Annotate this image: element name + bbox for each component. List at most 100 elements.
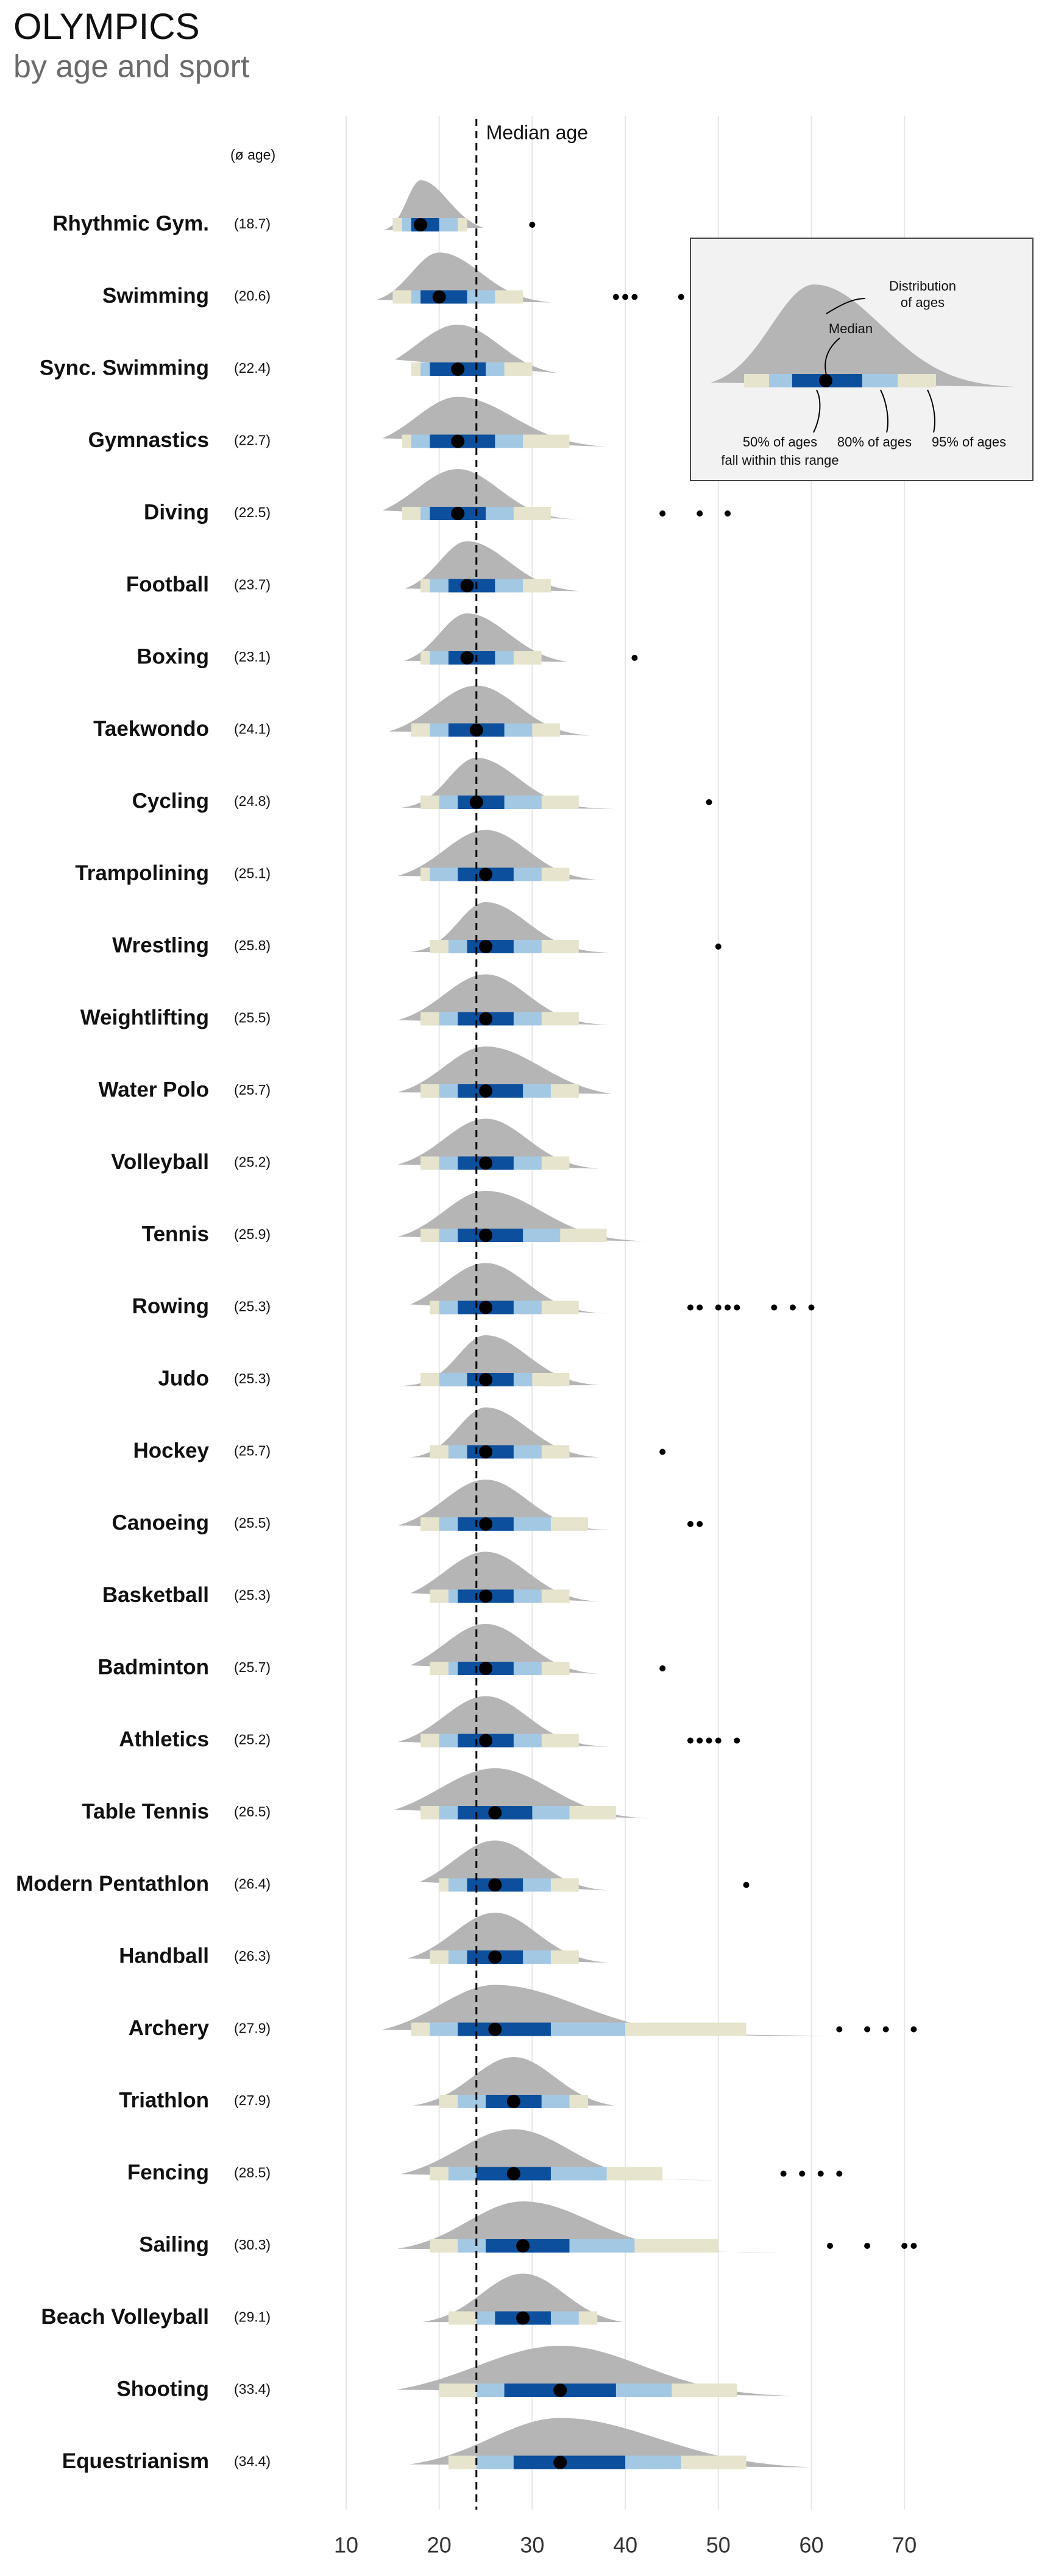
- median-dot: [479, 1445, 493, 1459]
- density: [404, 541, 580, 591]
- density: [382, 397, 609, 447]
- legend-label: Distribution: [889, 278, 956, 294]
- mean-label: (18.7): [234, 216, 271, 231]
- mean-label: (25.3): [234, 1587, 271, 1603]
- legend-pointer: [880, 389, 888, 433]
- rows: Rhythmic Gym. (18.7) Swimming (20.6) Sync. S…: [16, 119, 917, 2510]
- sport-label: Football: [126, 573, 209, 596]
- outlier: [715, 1304, 722, 1311]
- median-dot: [460, 651, 474, 665]
- outlier: [789, 1304, 796, 1311]
- mean-label: (26.3): [234, 1948, 271, 1964]
- sport-label: Fencing: [127, 2161, 209, 2184]
- sport-label: Boxing: [136, 644, 209, 668]
- density: [376, 252, 553, 303]
- outlier: [836, 2170, 843, 2177]
- sport-label: Swimming: [102, 284, 209, 308]
- median-dot: [479, 1373, 493, 1386]
- sport-label: Gymnastics: [88, 428, 209, 452]
- density: [413, 2057, 614, 2106]
- legend-label: 80% of ages: [837, 434, 912, 450]
- outlier: [697, 1737, 703, 1744]
- median-dot: [451, 507, 465, 520]
- sport-label: Rhythmic Gym.: [52, 211, 209, 235]
- sport-label: Rowing: [132, 1294, 209, 1318]
- outlier: [659, 1665, 666, 1671]
- x-tick-label: 40: [613, 2533, 637, 2558]
- outlier: [743, 1882, 750, 1888]
- legend-median-dot: [819, 374, 832, 387]
- sport-label: Weightlifting: [80, 1006, 209, 1029]
- density: [422, 2273, 623, 2323]
- outlier: [631, 294, 638, 300]
- legend-label: fall within this range: [721, 453, 838, 468]
- density: [397, 1118, 599, 1169]
- legend-label: 50% of ages: [743, 434, 817, 450]
- p50-range: [458, 2022, 551, 2036]
- legend-label: of ages: [901, 295, 945, 310]
- sport-label: Athletics: [119, 1727, 209, 1751]
- mean-label: (25.9): [234, 1226, 271, 1242]
- mean-label: (25.7): [234, 1659, 271, 1675]
- outlier: [725, 1304, 731, 1311]
- median-dot: [460, 579, 474, 593]
- sport-label: Sync. Swimming: [40, 356, 209, 379]
- x-tick-label: 60: [799, 2533, 823, 2558]
- mean-label: (23.1): [234, 649, 271, 665]
- chart-title: OLYMPICS: [13, 6, 200, 47]
- density: [388, 685, 590, 736]
- sport-label: Cycling: [132, 789, 209, 813]
- mean-label: (25.5): [234, 1010, 271, 1026]
- mean-label: (33.4): [234, 2381, 271, 2397]
- outlier: [659, 1449, 666, 1455]
- median-dot: [479, 940, 493, 953]
- sport-label: Basketball: [102, 1583, 209, 1607]
- outlier: [612, 294, 619, 300]
- median-dot: [479, 1517, 493, 1531]
- density: [410, 1624, 599, 1674]
- median-dot: [479, 1300, 493, 1314]
- outlier: [715, 944, 722, 950]
- density: [410, 1551, 599, 1602]
- mean-label: (27.9): [234, 2020, 271, 2036]
- outlier: [687, 1737, 693, 1744]
- outlier: [725, 510, 731, 517]
- mean-label: (25.1): [234, 866, 271, 881]
- mean-label: (25.8): [234, 937, 271, 953]
- outlier: [678, 294, 684, 300]
- x-tick-label: 70: [892, 2533, 916, 2558]
- sport-label: Canoeing: [112, 1511, 209, 1534]
- density: [383, 180, 484, 230]
- legend-density: [711, 284, 1016, 387]
- sport-label: Shooting: [116, 2377, 209, 2401]
- mean-label: (23.7): [234, 577, 271, 593]
- median-dot: [479, 1229, 493, 1242]
- outlier: [631, 655, 638, 661]
- median-dot: [479, 1589, 493, 1603]
- outlier: [864, 2243, 871, 2249]
- median-dot: [553, 2455, 567, 2469]
- chart-subtitle: by age and sport: [13, 49, 250, 85]
- sport-label: Equestrianism: [62, 2449, 209, 2473]
- x-tick-label: 50: [706, 2533, 731, 2558]
- median-dot: [414, 218, 428, 231]
- outlier: [697, 1521, 703, 1527]
- sport-label: Taekwondo: [93, 717, 209, 741]
- mean-label: (25.2): [234, 1732, 271, 1748]
- median-dot: [451, 362, 465, 376]
- median-dot: [479, 1084, 493, 1098]
- density: [397, 1046, 612, 1094]
- median-dot: [506, 2167, 520, 2181]
- mean-label: (25.7): [234, 1443, 271, 1459]
- outlier: [706, 799, 712, 805]
- sport-label: Diving: [144, 500, 209, 524]
- median-dot: [432, 290, 446, 304]
- mean-label: (22.4): [234, 360, 271, 376]
- outlier: [817, 2170, 824, 2177]
- outlier: [697, 1304, 703, 1311]
- median-dot: [451, 434, 465, 448]
- sport-label: Sailing: [139, 2232, 209, 2256]
- mean-label: (25.7): [234, 1082, 271, 1098]
